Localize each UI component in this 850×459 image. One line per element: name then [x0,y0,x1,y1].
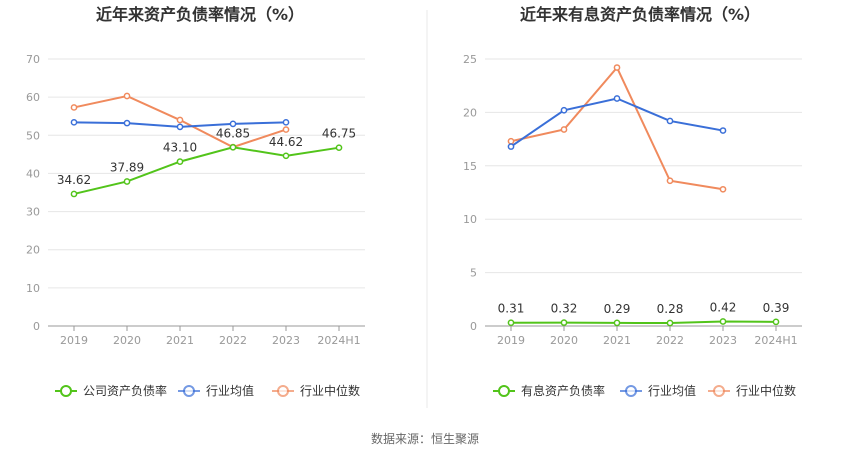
legend-marker-icon [625,385,637,397]
series-line-0 [510,320,777,325]
data-point [176,123,184,131]
x-tick-label: 2023 [272,334,300,347]
data-point [719,185,727,193]
y-tick-label: 30 [26,206,40,219]
data-label: 44.62 [269,135,303,149]
legend-marker-icon [713,385,725,397]
data-label: 0.28 [657,302,684,316]
x-tick-label: 2024H1 [317,334,360,347]
data-point [123,92,131,100]
data-label: 37.89 [110,160,144,174]
legend-label: 行业中位数 [300,383,360,398]
x-tick-label: 2021 [166,334,194,347]
data-point [507,137,515,145]
data-point [282,118,290,126]
data-point [507,143,515,150]
data-point [123,119,131,127]
data-point [666,319,674,327]
x-tick-label: 2023 [709,334,737,347]
y-tick-label: 20 [463,106,477,119]
legend-marker-icon [498,385,510,397]
data-label: 0.32 [551,302,578,316]
legend-label: 行业中位数 [736,383,796,398]
data-point [560,319,568,326]
data-point [123,178,131,185]
data-label: 46.85 [216,126,250,140]
data-source-note: 数据来源：恒生聚源 [371,431,479,446]
series-line-2 [510,65,724,191]
x-tick-label: 2020 [550,334,578,347]
series-line-0 [73,146,340,195]
legend-item-1[interactable]: 行业均值 [620,383,696,398]
x-tick-label: 2020 [113,334,141,347]
data-label: 0.42 [710,301,737,315]
data-label: 0.39 [763,301,790,315]
y-tick-label: 40 [26,167,40,180]
y-tick-label: 25 [463,53,477,66]
x-tick-label: 2024H1 [754,334,797,347]
data-point [560,106,568,114]
y-tick-label: 70 [26,53,40,66]
legend-item-0[interactable]: 公司资产负债率 [55,383,167,398]
data-point [560,126,568,133]
y-tick-label: 10 [26,282,40,295]
x-tick-label: 2019 [497,334,525,347]
legend-item-2[interactable]: 行业中位数 [272,383,360,398]
interest-bearing-liability-ratio-chart: 近年来有息资产负债率情况（%） 0 5 10 15 20 25 2019 2020 2021 202… [463,5,802,398]
chart-title: 近年来有息资产负债率情况（%） [520,5,760,24]
data-label: 0.31 [498,302,525,316]
y-tick-label: 10 [463,213,477,226]
y-tick-label: 15 [463,160,477,173]
data-point [176,158,184,165]
y-tick-label: 20 [26,244,40,257]
data-point [719,127,727,134]
legend-marker-icon [60,385,72,397]
asset-liability-ratio-chart: 近年来资产负债率情况（%） 0 10 20 30 40 50 60 70 2019 2020 2021… [26,5,365,398]
data-point [772,318,780,326]
data-point [176,116,184,124]
legend-label: 有息资产负债率 [521,383,605,398]
data-label: 43.10 [163,141,197,155]
legend-marker-icon [183,385,195,397]
x-tick-label: 2019 [60,334,88,347]
legend-item-0[interactable]: 有息资产负债率 [493,383,605,398]
y-tick-label: 50 [26,129,40,142]
data-point [666,177,674,185]
data-point [719,318,727,325]
data-label: 46.75 [322,127,356,141]
legend-item-1[interactable]: 行业均值 [178,383,254,398]
legend-label: 公司资产负债率 [83,383,167,398]
data-point [70,118,78,126]
data-point [70,190,78,198]
x-tick-label: 2022 [656,334,684,347]
series-line-1 [510,97,724,148]
legend-marker-icon [277,385,289,397]
data-point [282,152,290,160]
y-tick-label: 5 [470,267,477,280]
x-tick-label: 2021 [603,334,631,347]
x-tick-label: 2022 [219,334,247,347]
data-point [613,64,621,71]
data-point [666,117,674,125]
data-point [229,143,237,151]
legend-item-2[interactable]: 行业中位数 [708,383,796,398]
data-point [613,95,621,102]
data-point [507,319,515,327]
data-point [282,126,290,133]
data-label: 0.29 [604,302,631,316]
data-point [613,319,621,327]
legend-label: 行业均值 [206,383,254,398]
y-tick-label: 0 [33,320,40,333]
y-tick-label: 60 [26,91,40,104]
data-point [70,104,78,111]
data-point [229,120,237,128]
data-point [335,144,343,152]
y-tick-label: 0 [470,320,477,333]
data-label: 34.62 [57,173,91,187]
legend-label: 行业均值 [648,383,696,398]
chart-title: 近年来资产负债率情况（%） [96,5,304,24]
